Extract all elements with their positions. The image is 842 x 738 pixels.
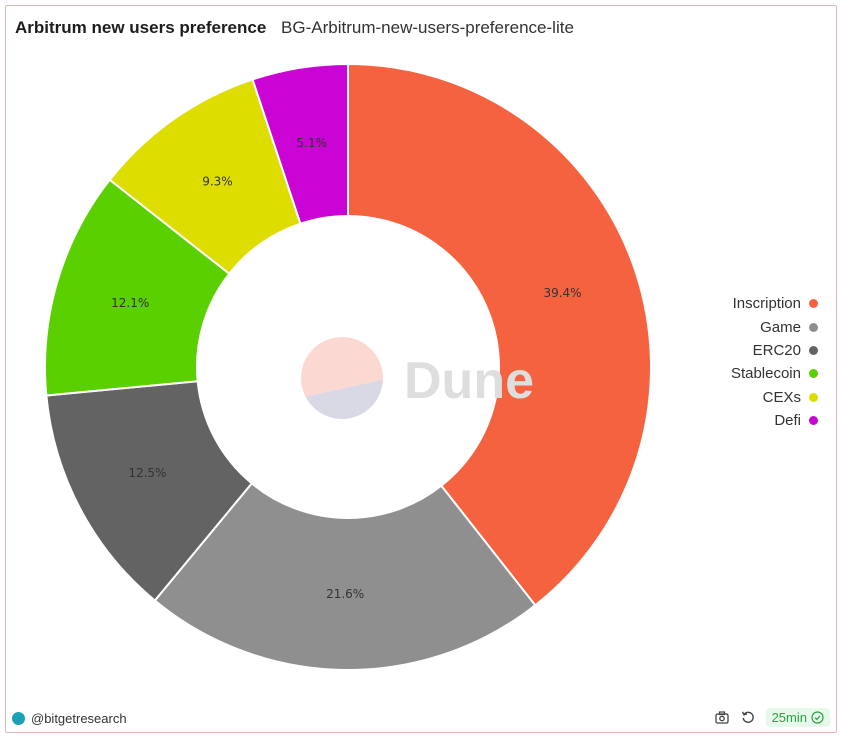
legend-item-cexs[interactable]: CEXs <box>731 386 818 409</box>
check-circle-icon <box>811 710 824 724</box>
slice-label-erc20: 12.5% <box>128 466 166 480</box>
chart-slices <box>44 62 652 671</box>
slice-label-defi: 5.1% <box>297 136 328 150</box>
slice-defi[interactable] <box>251 62 349 225</box>
refresh-interval: 25min <box>771 709 807 725</box>
refresh-icon[interactable] <box>738 707 758 727</box>
legend-item-defi[interactable]: Defi <box>731 409 818 432</box>
chart-header: Arbitrum new users preference BG-Arbitru… <box>15 18 574 38</box>
legend-swatch <box>809 299 818 309</box>
legend-label: Defi <box>774 412 801 430</box>
slice-erc20[interactable] <box>45 380 254 602</box>
avatar <box>12 712 25 725</box>
legend-label: ERC20 <box>752 341 801 359</box>
legend-item-erc20[interactable]: ERC20 <box>731 339 818 362</box>
slice-labels: 39.4% 21.6% 12.5% 12.1% 9.3% 5.1% <box>111 136 581 601</box>
legend-swatch <box>809 322 818 332</box>
author-handle: @bitgetresearch <box>31 711 127 726</box>
legend-label: Inscription <box>732 295 801 313</box>
author-link[interactable]: @bitgetresearch <box>12 711 127 726</box>
legend-item-game[interactable]: Game <box>731 315 818 338</box>
slice-game[interactable] <box>153 481 537 671</box>
slice-label-cexs: 9.3% <box>202 174 233 188</box>
slice-label-game: 21.6% <box>326 587 364 601</box>
legend-swatch <box>809 345 818 355</box>
query-name: BG-Arbitrum-new-users-preference-lite <box>281 18 574 37</box>
legend-swatch <box>809 369 818 379</box>
refresh-interval-badge[interactable]: 25min <box>765 707 830 727</box>
slice-label-inscription: 39.4% <box>543 286 581 300</box>
camera-icon[interactable] <box>712 707 732 727</box>
legend-item-inscription[interactable]: Inscription <box>731 292 818 315</box>
legend-swatch <box>809 416 818 426</box>
legend-label: CEXs <box>762 388 801 406</box>
slice-label-stablecoin: 12.1% <box>111 296 149 310</box>
chart-title: Arbitrum new users preference <box>15 18 267 37</box>
chart-legend: Inscription Game ERC20 Stablecoin CEXs D… <box>731 292 818 432</box>
legend-label: Stablecoin <box>730 365 801 383</box>
chart-actions: 25min <box>706 707 830 727</box>
slice-inscription[interactable] <box>347 62 652 607</box>
legend-label: Game <box>760 318 801 336</box>
legend-swatch <box>809 392 818 402</box>
watermark-text: Dune <box>404 352 534 410</box>
legend-item-stablecoin[interactable]: Stablecoin <box>731 362 818 385</box>
